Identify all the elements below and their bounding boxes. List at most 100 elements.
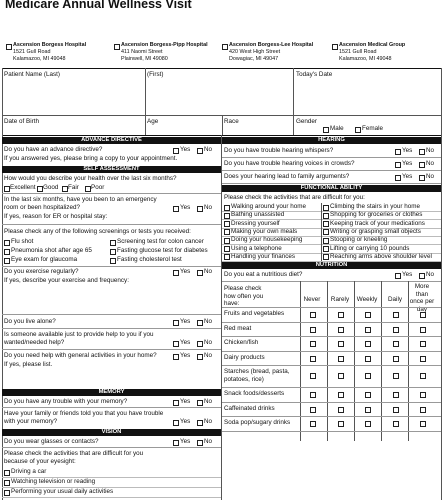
checkbox [197,439,203,446]
rule [222,219,441,220]
yes-option: Yes [180,339,191,346]
checkbox [392,355,399,362]
location-street: 411 Naomi Street [121,49,163,55]
label: Fair [68,184,79,191]
checkbox [419,174,425,181]
frequency-header: Never [303,296,321,303]
yes-option: Yes [180,268,191,275]
checkbox [197,353,203,360]
checkbox [323,127,329,133]
label: Patient Name (Last) [4,71,60,78]
location-street: 1521 Gull Road [339,49,377,55]
label: Lifting or carrying 10 pounds [330,244,410,252]
checkbox [224,229,230,236]
checkbox [337,406,344,413]
checkbox [6,44,12,50]
checkbox [309,421,316,427]
no-option: No [204,418,213,425]
section-header: FUNCTIONAL ABILITY [222,185,441,192]
section-header: VISION [2,429,221,436]
location-city: Kalamazoo, MI 49048 [339,56,392,62]
checkbox [309,312,316,318]
checkbox [364,406,371,413]
label: Does your hearing lead to family argumen… [224,173,350,180]
section-header: MEMORY [2,389,221,396]
rule [2,68,441,69]
rule [2,68,3,500]
checkbox [114,44,120,50]
no-option: No [204,204,213,211]
yes-option: Yes [402,271,413,278]
label: Using a telephone [231,244,282,252]
rule [222,115,223,135]
label: Female [362,125,383,132]
food-item: Red meat [224,324,252,332]
rule [2,266,221,267]
yes-option: Yes [180,398,191,405]
label: Pneumonia shot after age 65 [11,247,92,254]
yes-option: Yes [180,438,191,445]
checkbox [37,185,43,192]
no-option: No [426,160,435,167]
rule [222,281,441,282]
checkbox [309,373,316,379]
checkbox [323,212,329,219]
checkbox [309,341,316,347]
frequency-header: Rarely [330,296,350,303]
rule [354,281,355,441]
checkbox [419,392,426,398]
no-option: No [204,146,213,153]
label: (First) [147,71,164,78]
section-header: SELF ASSESSMENT [2,166,221,173]
section-header: HEARING [222,137,441,144]
yes-option: Yes [180,318,191,325]
label: Please check the activities that are dif… [224,194,365,201]
rule [145,68,146,135]
label: Stooping or kneeling [330,236,388,244]
checkbox [173,340,179,347]
label: Eye exam for glaucoma [11,256,78,263]
rule [222,307,441,308]
checkbox [323,229,329,236]
checkbox [419,161,425,168]
label: Flu shot [11,238,34,245]
label: If yes, reason for ER or hospital stay: [4,213,108,220]
checkbox [224,204,230,211]
checkbox [309,406,316,413]
checkbox [332,44,338,50]
location-street: 1521 Gull Road [13,49,51,55]
rule [222,252,441,254]
label: Climbing the stairs in your home [330,203,420,210]
rule [222,235,441,237]
label: Do you live alone? [4,318,56,325]
rule [2,314,221,315]
food-item: Starches (bread, pasta, potatoes, rice) [224,368,290,383]
checkbox [337,341,344,347]
checkbox [364,312,371,318]
checkbox [224,221,230,228]
checkbox [173,439,179,446]
checkbox [4,248,10,255]
label: Fasting glucose test for diabetes [117,247,208,254]
label: Date of Birth [4,118,39,125]
no-option: No [204,352,213,359]
checkbox [392,312,399,318]
location-name: Ascension Borgess-Pipp Hospital [121,42,208,48]
rule [222,365,441,366]
checkbox [419,148,425,155]
section-header: ADVANCE DIRECTIVE [2,137,221,144]
rule [222,227,441,229]
rule [222,416,441,417]
checkbox [337,355,344,362]
rule [2,486,221,488]
checkbox [173,269,179,276]
form-title: Medicare Annual Wellness Visit [5,0,192,11]
checkbox [364,341,371,347]
label: Driving a car [11,468,47,475]
label: Do you need help with general activities… [4,352,157,359]
rule [221,135,222,500]
label: Screening test for colon cancer [117,238,204,245]
checkbox [4,185,10,192]
food-item: Caffeinated drinks [224,404,275,412]
rule [222,336,441,337]
